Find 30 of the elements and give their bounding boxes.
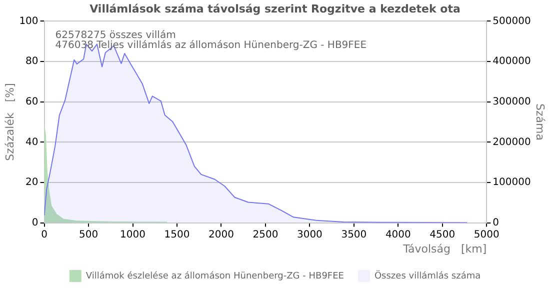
y2-tick-label: 0 [492, 217, 499, 228]
annotation: 62578275 összes villám [55, 30, 176, 41]
x-tick-label: 4000 [385, 229, 411, 240]
x-tick-label: 1000 [120, 229, 146, 240]
x-tick-label: 1500 [164, 229, 190, 240]
y-tick-label: 100 [19, 16, 38, 27]
y2-tick-label: 400000 [492, 56, 531, 68]
y-tick-label: 40 [26, 136, 38, 148]
legend-label: Villámok észlelése az állomáson Hünenberg-ZG - HB9FEE [86, 270, 344, 282]
x-tick-label: 3000 [296, 229, 322, 240]
legend-label: Összes villámlás száma [374, 269, 481, 282]
x-tick-label: 500 [78, 229, 98, 240]
y-axis-title: Százalék [%] [3, 83, 16, 161]
x-tick-label: 2000 [208, 229, 234, 240]
y2-axis-title: Száma [534, 104, 547, 140]
y2-tick-label: 100000 [492, 177, 531, 188]
x-tick-label: 2500 [252, 229, 278, 240]
y-tick-label: 20 [26, 177, 38, 188]
x-tick-label: 3500 [341, 229, 367, 240]
y-tick-label: 0 [32, 217, 38, 228]
y-tick-label: 60 [26, 96, 38, 108]
x-axis-title: Távolság [km] [402, 242, 487, 256]
x-tick-label: 0 [41, 229, 48, 240]
x-tick-label: 4500 [430, 229, 456, 240]
y2-tick-label: 300000 [492, 96, 531, 108]
y2-tick-label: 200000 [492, 136, 531, 148]
y2-tick-label: 500000 [492, 16, 531, 27]
y-tick-label: 80 [26, 56, 38, 68]
chart-title: Villámlások száma távolság szerint Rogzitve a kezdetek ota [90, 2, 460, 16]
x-tick-label: 5000 [474, 229, 500, 240]
